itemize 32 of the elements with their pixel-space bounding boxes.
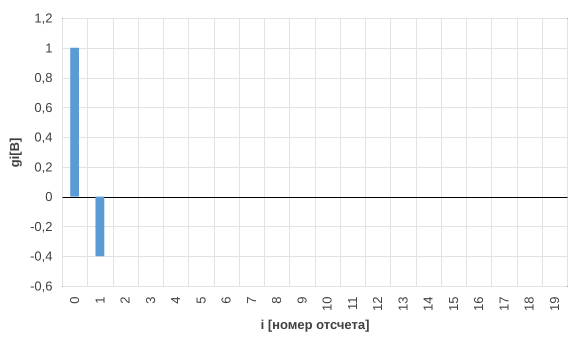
x-tick-label: 19 bbox=[546, 296, 562, 311]
x-axis-title: i [номер отсчета] bbox=[260, 316, 370, 332]
x-tick-label: 3 bbox=[142, 296, 158, 304]
x-tick-label: 9 bbox=[294, 296, 310, 304]
y-tick-label: 0,6 bbox=[34, 100, 52, 115]
x-tick-label: 15 bbox=[446, 296, 461, 311]
y-tick-label: -0,6 bbox=[30, 278, 52, 294]
x-tick-label: 1 bbox=[92, 296, 108, 304]
x-tick-label: 4 bbox=[168, 296, 184, 304]
y-tick-label: 0,8 bbox=[34, 70, 52, 86]
y-tick-label: -0,4 bbox=[30, 248, 52, 264]
x-tick-label: 0 bbox=[67, 296, 82, 304]
y-tick-label: 0,4 bbox=[34, 130, 52, 145]
x-tick-label: 18 bbox=[522, 296, 537, 311]
x-tick-label: 10 bbox=[320, 296, 335, 311]
x-tick-label: 12 bbox=[370, 296, 386, 311]
y-tick-label: 0 bbox=[45, 189, 52, 204]
x-tick-label: 7 bbox=[244, 296, 259, 304]
x-tick-label: 5 bbox=[193, 296, 208, 304]
x-tick-label: 14 bbox=[420, 296, 436, 311]
x-tick-label: 16 bbox=[471, 296, 486, 311]
x-tick-label: 8 bbox=[269, 296, 284, 304]
x-tick-label: 13 bbox=[395, 296, 410, 311]
x-tick-label: 11 bbox=[344, 296, 360, 310]
x-tick-label: 6 bbox=[218, 296, 234, 304]
x-tick-label: 2 bbox=[118, 296, 133, 304]
y-tick-label: 1 bbox=[45, 40, 52, 56]
y-axis-title: gi[В] bbox=[7, 138, 22, 168]
y-tick-label: 0,2 bbox=[34, 159, 52, 174]
y-tick-label: 1,2 bbox=[34, 10, 52, 26]
y-tick-label: -0,2 bbox=[30, 218, 52, 234]
x-tick-label: 17 bbox=[496, 296, 512, 311]
